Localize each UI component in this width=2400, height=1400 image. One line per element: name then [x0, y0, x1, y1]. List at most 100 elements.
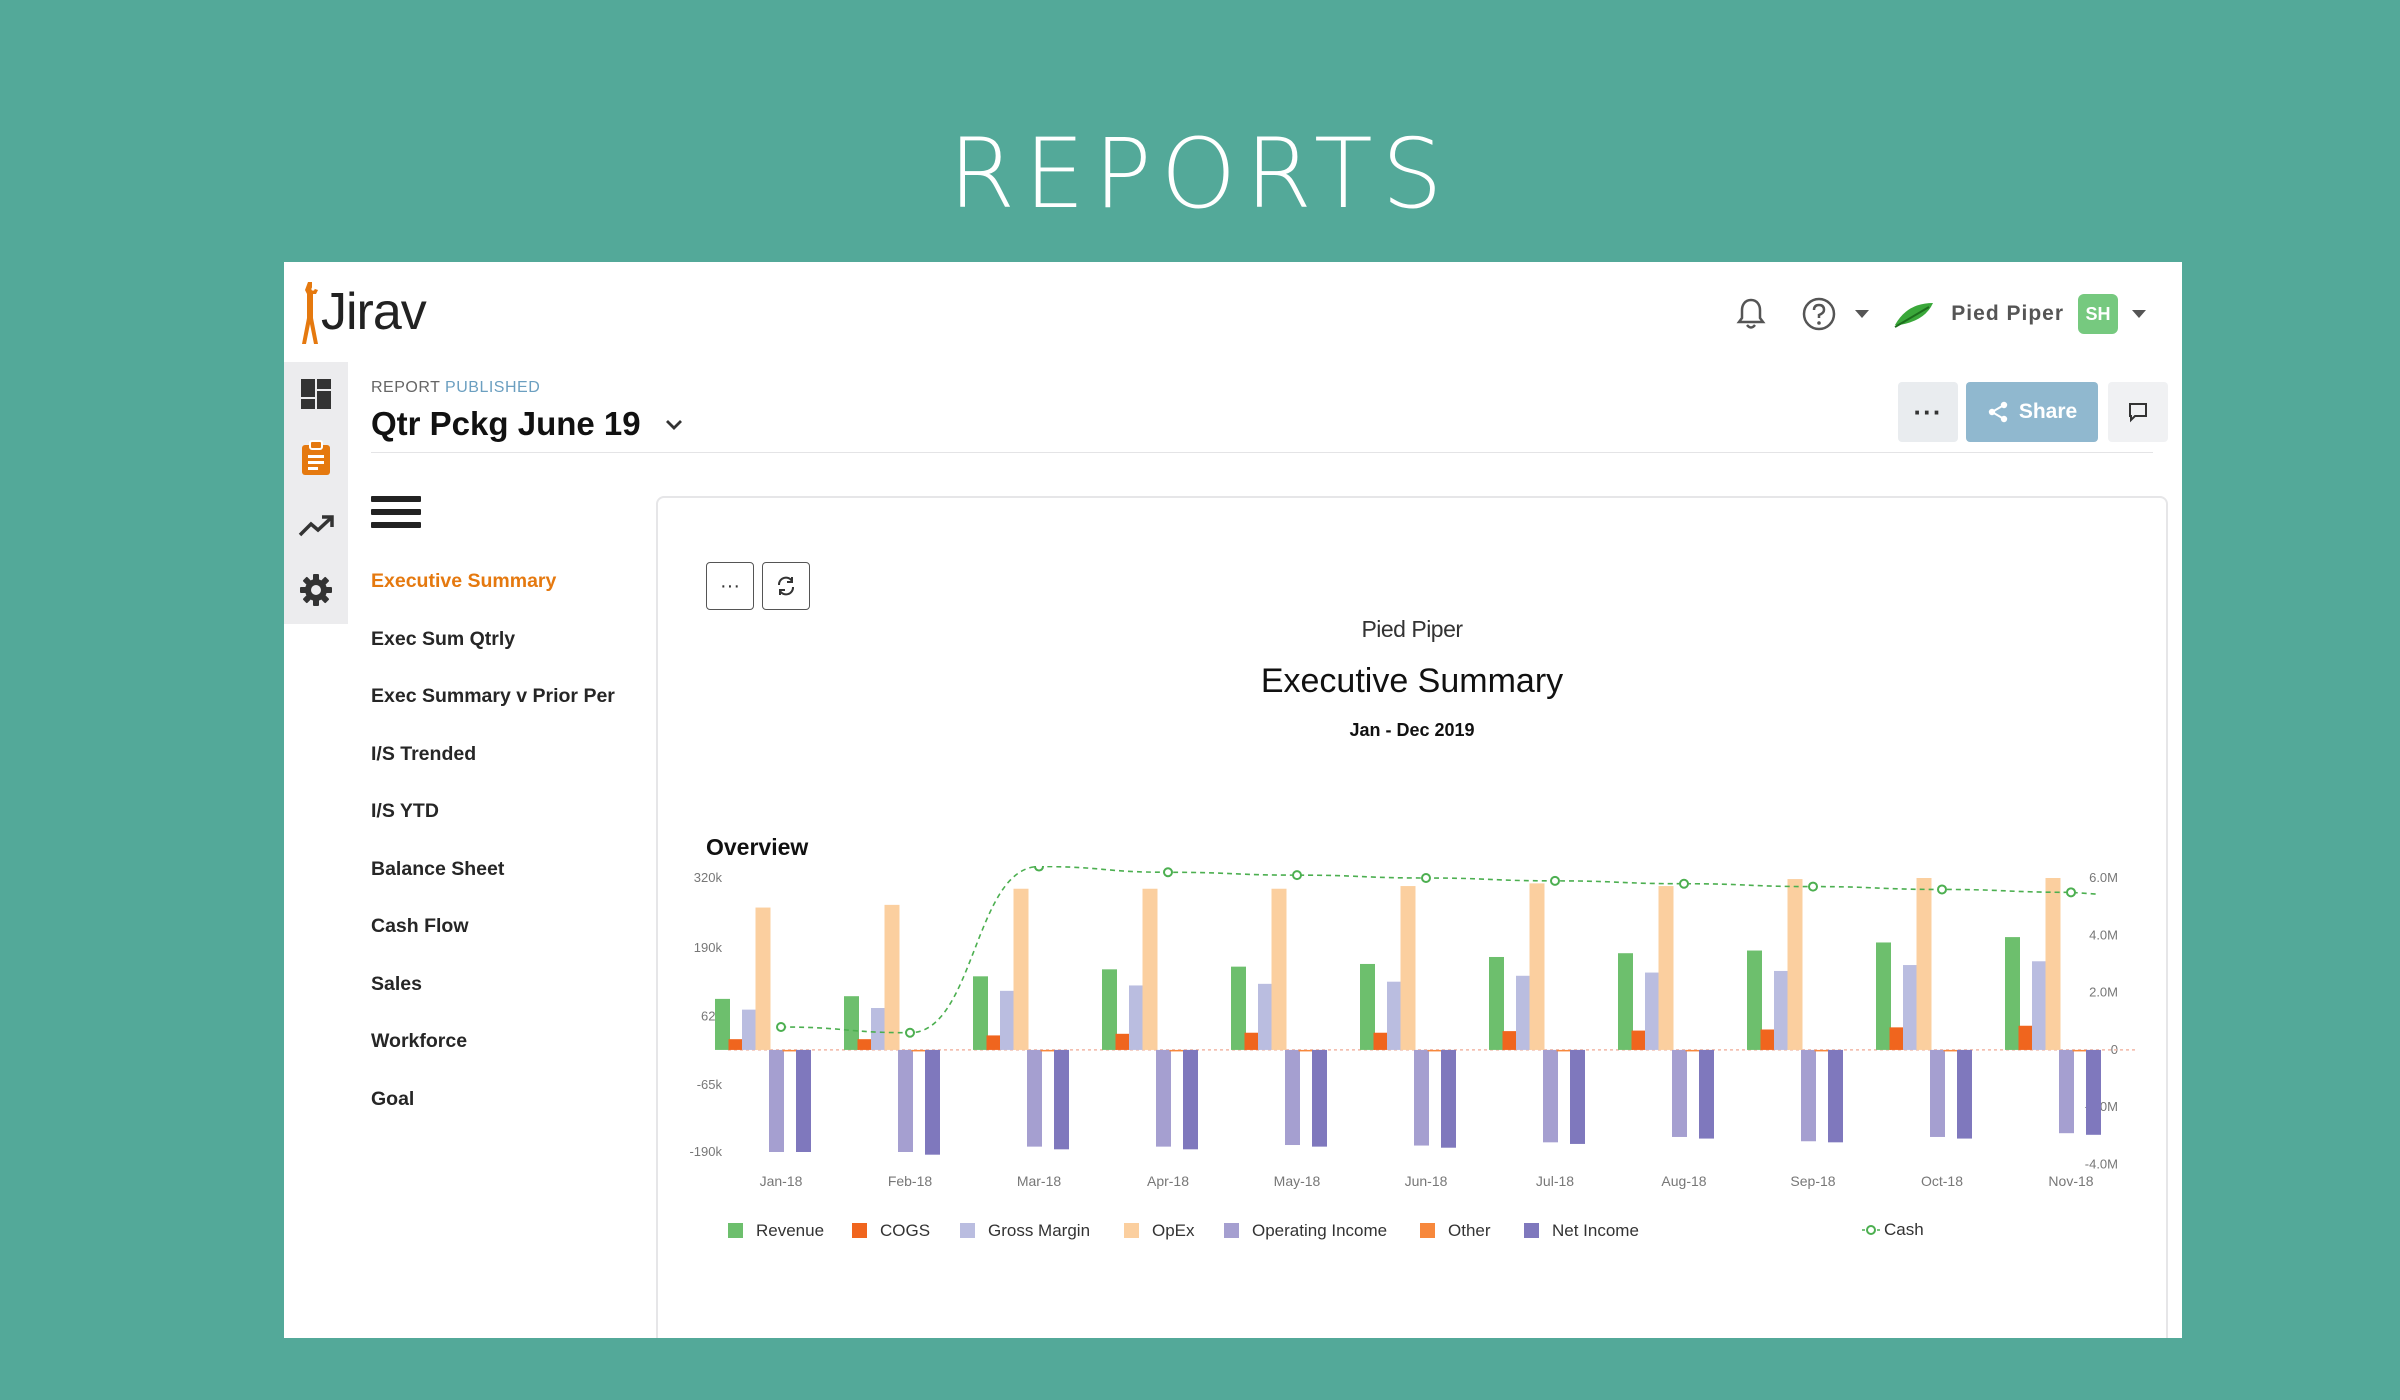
bar	[1556, 1049, 1572, 1052]
bar	[1489, 956, 1504, 1050]
bar	[1685, 1049, 1701, 1052]
legend-marker	[1866, 1225, 1876, 1235]
trend-icon[interactable]	[294, 504, 338, 548]
bar	[1244, 1032, 1260, 1050]
cash-point	[1808, 881, 1818, 892]
bar	[796, 1049, 811, 1152]
legend-swatch	[1420, 1223, 1435, 1238]
legend-swatch	[1124, 1223, 1139, 1238]
bar	[1414, 1049, 1429, 1146]
bar	[898, 1049, 913, 1152]
x-tick-label: May-18	[1274, 1173, 1321, 1189]
x-tick-label: Sep-18	[1790, 1173, 1835, 1189]
nav-item[interactable]: Goal	[371, 1087, 415, 1110]
x-tick-label: Jun-18	[1405, 1173, 1448, 1189]
hero-title: REPORTS	[948, 118, 1452, 230]
bar	[844, 996, 859, 1050]
giraffe-logo-icon	[302, 282, 318, 344]
settings-gear-icon[interactable]	[294, 568, 338, 612]
y2-tick-label: 6.0M	[2089, 870, 2118, 885]
dashboard-icon[interactable]	[294, 372, 338, 416]
bar	[884, 904, 900, 1050]
bar	[1930, 1049, 1945, 1137]
bar	[2005, 937, 2020, 1050]
cash-line	[780, 866, 2100, 1034]
nav-item[interactable]: Executive Summary	[371, 570, 557, 592]
comment-button[interactable]	[2108, 382, 2168, 442]
bar	[1102, 969, 1117, 1050]
bar	[1814, 1049, 1830, 1052]
reports-clipboard-icon[interactable]	[294, 436, 338, 480]
x-tick-label: Nov-18	[2048, 1173, 2093, 1189]
legend-swatch	[1224, 1223, 1239, 1238]
page-more-button[interactable]: ···	[706, 562, 754, 610]
nav-item[interactable]: I/S Trended	[371, 742, 477, 765]
cash-point	[1550, 875, 1560, 886]
bar	[1570, 1049, 1585, 1144]
refresh-button[interactable]	[762, 562, 810, 610]
nav-item[interactable]: I/S YTD	[371, 800, 439, 822]
bar	[857, 1039, 873, 1050]
bar	[2072, 1049, 2088, 1052]
report-title[interactable]: Qtr Pckg June 19	[371, 405, 641, 442]
bar	[1618, 953, 1633, 1050]
bar	[782, 1049, 798, 1052]
page-title: Executive Summary	[1260, 662, 1564, 700]
user-menu-chevron-down-icon[interactable]	[2132, 310, 2146, 318]
cash-point	[1292, 870, 1302, 881]
org-logo-icon	[1894, 303, 1934, 328]
bar	[1631, 1030, 1647, 1050]
bar	[1774, 970, 1789, 1050]
bar	[1312, 1049, 1327, 1147]
refresh-icon	[778, 576, 794, 596]
cash-point	[2066, 887, 2076, 898]
cash-point	[1163, 867, 1173, 878]
bar	[1156, 1049, 1171, 1147]
nav-item[interactable]: Cash Flow	[371, 915, 469, 937]
nav-item[interactable]: Balance Sheet	[371, 857, 505, 880]
legend-label: Net Income	[1552, 1221, 1639, 1240]
x-tick-label: Jan-18	[760, 1173, 803, 1189]
bar	[1400, 886, 1416, 1050]
bell-icon[interactable]	[1729, 292, 1773, 336]
nav-item[interactable]: Workforce	[371, 1030, 468, 1052]
bar	[2045, 878, 2061, 1050]
bar	[2032, 961, 2047, 1050]
company-name: Pied Piper	[1361, 616, 1463, 642]
bar	[1699, 1049, 1714, 1139]
bar	[925, 1049, 940, 1155]
nav-item[interactable]: Exec Summary v Prior Per	[371, 685, 615, 707]
bar	[1916, 878, 1932, 1050]
bar	[1115, 1033, 1131, 1050]
cash-point	[1034, 866, 1044, 872]
help-circle-icon[interactable]	[1797, 292, 1841, 336]
share-button[interactable]: Share	[1966, 382, 2098, 442]
bar	[1502, 1031, 1518, 1050]
nav-item[interactable]: Exec Sum Qtrly	[371, 627, 516, 650]
x-tick-label: Mar-18	[1017, 1173, 1062, 1189]
bar	[742, 1009, 757, 1050]
x-tick-label: Aug-18	[1661, 1173, 1706, 1189]
help-menu-chevron-down-icon[interactable]	[1855, 310, 1870, 318]
bar	[1027, 1049, 1042, 1147]
bar	[1787, 879, 1803, 1050]
bar	[1747, 950, 1762, 1050]
bar	[1169, 1049, 1185, 1052]
legend-label: Cash	[1884, 1220, 1924, 1239]
bar	[1529, 883, 1545, 1050]
bar	[1142, 888, 1158, 1050]
bar	[1231, 966, 1246, 1050]
org-name[interactable]: Pied Piper	[1951, 302, 2064, 325]
report-selector-chevron-down-icon[interactable]	[664, 418, 684, 432]
header-divider	[371, 452, 2153, 453]
cash-point	[905, 1027, 915, 1038]
menu-hamburger-icon[interactable]	[371, 496, 421, 532]
y-tick-label: 190k	[694, 940, 723, 955]
bar	[1889, 1027, 1905, 1050]
report-more-button[interactable]: ···	[1898, 382, 1958, 442]
nav-item[interactable]: Sales	[371, 972, 422, 995]
x-tick-label: Apr-18	[1147, 1173, 1189, 1189]
bar	[1040, 1049, 1056, 1052]
user-avatar[interactable]: SH	[2078, 294, 2118, 334]
y2-tick-label: -4.0M	[2085, 1157, 2118, 1172]
